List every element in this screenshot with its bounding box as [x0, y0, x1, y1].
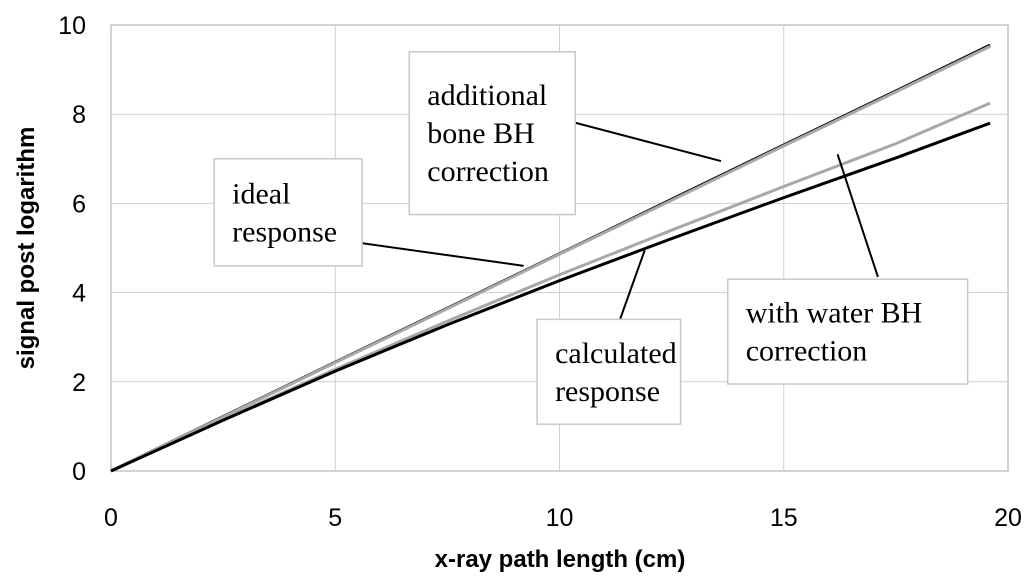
y-tick-label: 10 [58, 12, 86, 40]
annotation-text-line: response [232, 215, 337, 248]
series-line-bone [110, 45, 991, 473]
annotation-bone: additional bone BH correction [408, 51, 576, 216]
y-tick-label: 0 [72, 458, 86, 486]
annotation-text-line: bone BH [427, 117, 535, 150]
annotation-text-line: correction [427, 155, 549, 188]
annotation-text-line: response [555, 375, 660, 408]
annotation-leader-calculated [619, 249, 646, 320]
annotation-box [408, 51, 576, 216]
annotation-box [726, 278, 969, 385]
series [110, 43, 991, 473]
tick-labels: 0 5 10 15 20 0 2 4 6 8 10 [58, 12, 1022, 532]
annotation-ideal: ideal response [213, 158, 363, 267]
x-tick-label: 20 [994, 504, 1022, 532]
annotation-text-line: additional [427, 79, 547, 112]
x-tick-label: 15 [770, 504, 798, 532]
annotation-text-line: correction [746, 335, 868, 368]
annotation-box [213, 158, 363, 267]
annotation-water: with water BH correction [726, 278, 969, 385]
y-tick-label: 8 [72, 101, 86, 129]
x-tick-label: 10 [546, 504, 574, 532]
y-tick-label: 2 [72, 369, 86, 397]
annotation-box [536, 318, 682, 425]
annotation-leader-ideal [348, 240, 524, 267]
annotation-text-line: calculated [555, 337, 677, 370]
annotation-text-line: with water BH [746, 297, 923, 330]
y-axis-title: signal post logarithm [13, 127, 40, 370]
y-tick-label: 4 [72, 280, 86, 308]
x-tick-label: 0 [104, 504, 118, 532]
annotations: additional bone BH correction ideal response… [213, 51, 969, 425]
y-tick-label: 6 [72, 190, 86, 218]
x-axis-title: x-ray path length (cm) [435, 546, 686, 573]
annotation-text-line: ideal [232, 177, 290, 210]
x-tick-label: 5 [328, 504, 342, 532]
annotation-calculated: calculated response [536, 318, 682, 425]
annotation-leader-water [836, 154, 879, 278]
series-line-calculated [110, 121, 991, 473]
